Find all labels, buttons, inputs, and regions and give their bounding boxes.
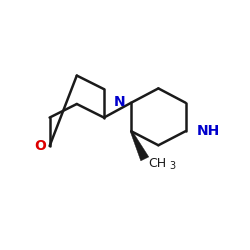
Text: NH: NH	[197, 124, 220, 138]
Text: N: N	[114, 95, 125, 109]
Polygon shape	[130, 131, 149, 161]
Text: 3: 3	[170, 161, 175, 171]
Text: O: O	[34, 139, 46, 153]
Text: CH: CH	[148, 157, 166, 170]
